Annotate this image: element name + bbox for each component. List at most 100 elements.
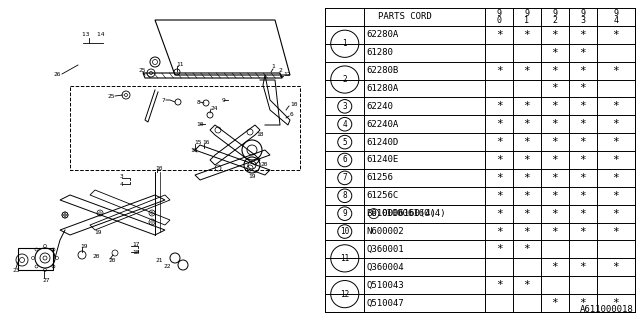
Text: *: * (579, 48, 586, 58)
Text: *: * (524, 209, 531, 219)
Text: 9: 9 (497, 9, 502, 18)
Text: 61240E: 61240E (367, 156, 399, 164)
Text: 19: 19 (80, 244, 88, 249)
Text: 18: 18 (132, 250, 140, 254)
Text: 9: 9 (580, 9, 585, 18)
Text: *: * (612, 298, 619, 308)
Text: B010006160(4): B010006160(4) (367, 209, 436, 218)
Text: *: * (496, 119, 502, 129)
Text: *: * (496, 173, 502, 183)
Text: 10: 10 (190, 148, 198, 153)
Text: 10: 10 (290, 102, 298, 108)
Text: 2: 2 (552, 16, 557, 25)
Text: 3: 3 (342, 102, 347, 111)
Text: 1: 1 (342, 39, 347, 48)
Text: 61280: 61280 (367, 48, 394, 57)
Text: 3: 3 (120, 174, 124, 180)
Text: 61256: 61256 (367, 173, 394, 182)
Text: N600002: N600002 (367, 227, 404, 236)
Text: *: * (552, 155, 558, 165)
Text: 61240D: 61240D (367, 138, 399, 147)
Text: *: * (496, 155, 502, 165)
Text: 1: 1 (524, 16, 529, 25)
Text: *: * (612, 30, 619, 40)
Text: *: * (524, 30, 531, 40)
Text: *: * (552, 173, 558, 183)
Text: 10: 10 (196, 123, 204, 127)
Text: 13  14: 13 14 (82, 33, 104, 37)
Text: *: * (524, 101, 531, 111)
Text: 6: 6 (290, 113, 294, 117)
Text: 1: 1 (271, 65, 275, 69)
Text: *: * (552, 227, 558, 236)
Text: *: * (612, 209, 619, 219)
Text: *: * (496, 66, 502, 76)
Text: 11: 11 (340, 254, 349, 263)
Text: *: * (612, 173, 619, 183)
Text: 19: 19 (248, 174, 255, 180)
Text: *: * (552, 262, 558, 272)
Text: A611000018: A611000018 (580, 305, 634, 314)
Text: 25: 25 (138, 68, 145, 73)
Text: *: * (612, 137, 619, 147)
Text: *: * (496, 227, 502, 236)
Text: 2: 2 (278, 68, 282, 74)
Text: B: B (372, 211, 376, 217)
Text: *: * (524, 119, 531, 129)
Text: *: * (579, 119, 586, 129)
Text: 0: 0 (497, 16, 502, 25)
Text: Q510047: Q510047 (367, 299, 404, 308)
Text: 25: 25 (107, 93, 115, 99)
Text: *: * (524, 137, 531, 147)
Text: *: * (579, 155, 586, 165)
Text: 4: 4 (342, 120, 347, 129)
Text: *: * (524, 66, 531, 76)
Text: *: * (524, 173, 531, 183)
Text: *: * (612, 119, 619, 129)
Text: Q360004: Q360004 (367, 263, 404, 272)
Text: 20: 20 (92, 253, 99, 259)
Text: *: * (552, 101, 558, 111)
Text: 16: 16 (202, 140, 209, 146)
Text: 4: 4 (120, 181, 124, 187)
Text: *: * (579, 262, 586, 272)
Text: *: * (524, 155, 531, 165)
Text: 23: 23 (12, 268, 19, 273)
Text: *: * (552, 119, 558, 129)
Text: 12: 12 (340, 290, 349, 299)
Text: 18: 18 (256, 132, 264, 138)
Text: 010006160(4): 010006160(4) (381, 209, 445, 218)
Text: *: * (552, 191, 558, 201)
Text: *: * (579, 30, 586, 40)
Text: *: * (579, 173, 586, 183)
Text: *: * (552, 137, 558, 147)
Text: 5: 5 (342, 138, 347, 147)
Text: *: * (552, 48, 558, 58)
Text: *: * (552, 30, 558, 40)
Text: 11: 11 (176, 62, 184, 68)
Text: 7: 7 (342, 173, 347, 182)
Text: 9: 9 (524, 9, 529, 18)
Text: *: * (552, 84, 558, 93)
Text: Q360001: Q360001 (367, 245, 404, 254)
Text: *: * (612, 262, 619, 272)
Text: 3: 3 (580, 16, 585, 25)
Text: 9: 9 (613, 9, 618, 18)
Text: 12: 12 (283, 73, 291, 77)
Text: *: * (496, 101, 502, 111)
Text: 9: 9 (342, 209, 347, 218)
Text: *: * (524, 227, 531, 236)
Text: *: * (496, 191, 502, 201)
Text: 4: 4 (613, 16, 618, 25)
Text: *: * (579, 101, 586, 111)
Text: *: * (552, 209, 558, 219)
Text: 61256C: 61256C (367, 191, 399, 200)
Text: *: * (579, 66, 586, 76)
Text: 10: 10 (340, 227, 349, 236)
Text: 62280B: 62280B (367, 66, 399, 75)
Text: 24: 24 (210, 106, 218, 110)
Text: 22: 22 (163, 265, 170, 269)
Text: 61280A: 61280A (367, 84, 399, 93)
Text: *: * (552, 298, 558, 308)
Text: 17: 17 (132, 243, 140, 247)
